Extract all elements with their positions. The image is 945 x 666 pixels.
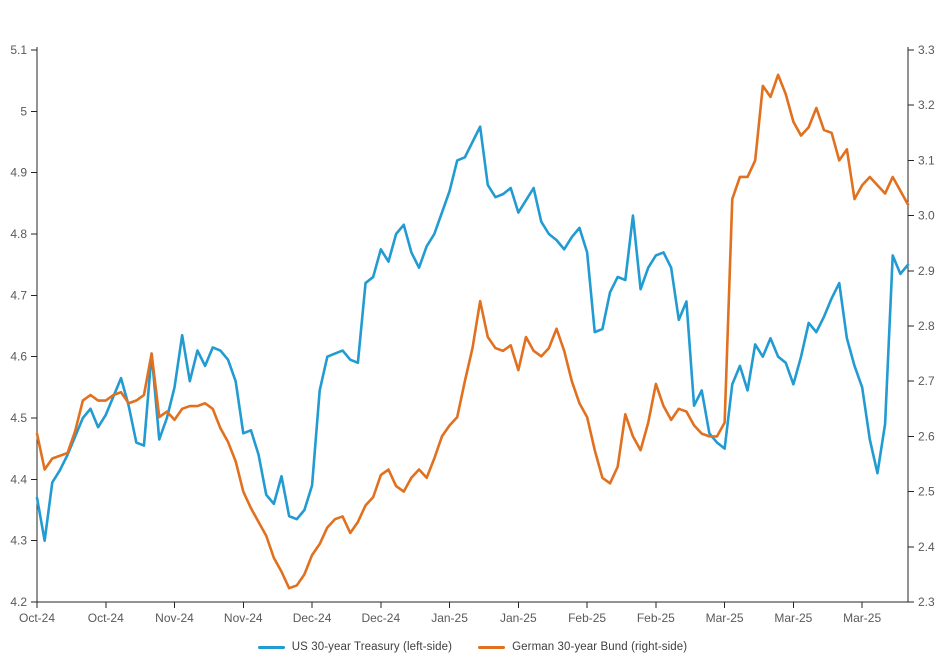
right-axis-tick-label: 2.8 (918, 319, 935, 333)
left-axis-tick-label: 4.8 (10, 227, 27, 241)
x-axis-tick-label: Feb-25 (637, 611, 675, 625)
legend-item-us-treasury: US 30-year Treasury (left-side) (257, 641, 453, 653)
right-axis-tick-label: 2.6 (918, 429, 935, 443)
right-axis-tick-label: 3.3 (918, 43, 935, 57)
left-axis-tick-label: 4.5 (10, 411, 27, 425)
left-axis-tick-label: 4.2 (10, 595, 27, 609)
x-axis-tick-label: Jan-25 (500, 611, 537, 625)
right-axis-tick-label: 3.2 (918, 98, 935, 112)
left-axis-tick-label: 5.1 (10, 43, 27, 57)
legend: US 30-year Treasury (left-side) German 3… (0, 634, 945, 660)
german-bund-line (35, 73, 910, 590)
x-axis-tick-label: Oct-24 (19, 611, 55, 625)
x-axis-tick-label: Mar-25 (774, 611, 812, 625)
right-axis-tick-label: 2.4 (918, 540, 935, 554)
left-axis-tick-label: 4.6 (10, 350, 27, 364)
right-axis-tick-label: 2.9 (918, 264, 935, 278)
x-axis-tick-label: Nov-24 (155, 611, 194, 625)
us-treasury-swatch (257, 645, 285, 649)
x-axis-tick-label: Mar-25 (843, 611, 881, 625)
left-axis-tick-label: 4.9 (10, 166, 27, 180)
us-treasury-legend-label: US 30-year Treasury (left-side) (291, 641, 453, 653)
us-treasury-line (35, 125, 910, 542)
x-axis-tick-label: Oct-24 (88, 611, 124, 625)
right-axis-tick-label: 3.1 (918, 153, 935, 167)
left-axis-tick-label: 4.7 (10, 288, 27, 302)
x-axis-tick-label: Nov-24 (224, 611, 263, 625)
x-axis-tick-label: Feb-25 (568, 611, 606, 625)
x-axis-tick-label: Mar-25 (706, 611, 744, 625)
chart-canvas: 5.1 5 4.9 4.8 4.7 4.6 4.5 4.4 4.3 4.2 3.3 3.2 3.1 3.0… (10, 43, 935, 625)
left-axis-tick-label: 5 (20, 104, 27, 118)
legend-item-german-bund: German 30-year Bund (right-side) (478, 641, 687, 653)
left-axis-tick-label: 4.4 (10, 472, 27, 486)
right-axis-tick-label: 3.0 (918, 209, 935, 223)
right-axis-tick-label: 2.3 (918, 595, 935, 609)
x-axis-tick-label: Jan-25 (431, 611, 468, 625)
german-bund-swatch (478, 645, 506, 649)
left-axis-tick-label: 4.3 (10, 534, 27, 548)
german-bund-legend-label: German 30-year Bund (right-side) (512, 641, 688, 653)
right-axis-tick-label: 2.7 (918, 374, 935, 388)
right-axis-tick-label: 2.5 (918, 485, 935, 499)
x-axis-tick-label: Dec-24 (361, 611, 400, 625)
x-axis-tick-label: Dec-24 (293, 611, 332, 625)
